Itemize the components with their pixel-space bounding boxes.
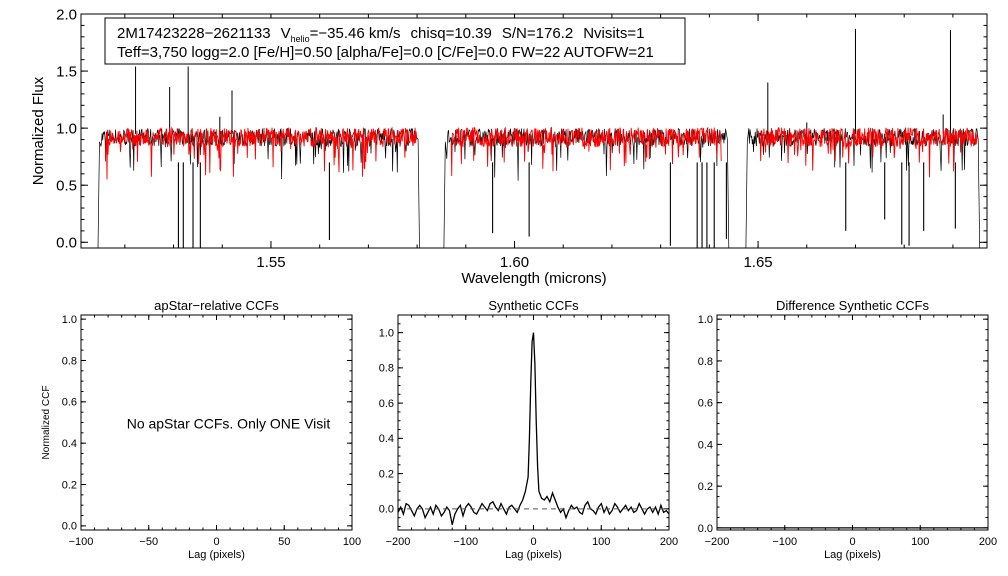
y-tick-label-0: 0.0 — [379, 504, 394, 516]
series-ccf-line — [398, 332, 669, 525]
panel-diff-ccf: −200 −100 0 100 200 0.0 0.2 0.4 0.6 0.8 1.0 Differe… — [698, 298, 997, 561]
observed-segment-2 — [745, 127, 981, 248]
x-tick-label-3: 50 — [278, 536, 290, 548]
x-tick-label-1: −100 — [772, 536, 797, 548]
y-tick-label-2: 0.4 — [379, 433, 394, 445]
y-tick-label-4: 0.8 — [698, 356, 713, 368]
x-axis-label: Wavelength (microns) — [461, 270, 606, 287]
x-axis-label: Lag (pixels) — [824, 549, 881, 561]
y-tick-label-1: 0.5 — [56, 177, 77, 194]
x-tick-label-0: −200 — [705, 536, 730, 548]
x-tick-label-2: 1.65 — [743, 254, 772, 271]
model-segment-2 — [757, 127, 978, 178]
y-tick-label-5: 1.0 — [379, 327, 394, 339]
x-tick-label-3: 100 — [592, 536, 610, 548]
x-tick-label-1: 1.60 — [500, 254, 529, 271]
y-tick-label-2: 1.0 — [56, 120, 77, 137]
chisq-text: chisq=10.39 — [411, 25, 492, 42]
x-tick-label-4: 200 — [979, 536, 997, 548]
x-tick-label-0: 1.55 — [256, 254, 285, 271]
observed-segment-0 — [97, 127, 420, 248]
y-tick-label-1: 0.2 — [62, 479, 77, 491]
y-tick-label-2: 0.4 — [62, 438, 77, 450]
x-tick-label-4: 100 — [343, 536, 361, 548]
nvisits-text: Nvisits=1 — [583, 25, 644, 42]
plot-frame-spectrum — [80, 13, 988, 249]
y-axis-label: Normalized Flux — [30, 76, 47, 185]
y-tick-label-1: 0.2 — [379, 468, 394, 480]
vhelio-value: =−35.46 km/s — [310, 25, 401, 42]
vhelio-label: V — [281, 25, 291, 42]
vhelio-subscript: helio — [291, 34, 310, 44]
y-tick-label-0: 0.0 — [698, 523, 713, 535]
data-layer-synthetic-ccf — [398, 332, 669, 525]
header-box: 2M17423228−2621133 Vhelio=−35.46 km/s chis… — [104, 17, 686, 65]
chart-title: apStar−relative CCFs — [154, 298, 279, 313]
header-params: Teff=3,750 logg=2.0 [Fe/H]=0.50 [alpha/F… — [117, 44, 654, 61]
header-line-1: 2M17423228−2621133 Vhelio=−35.46 km/s chis… — [117, 25, 644, 44]
x-tick-label-1: −50 — [139, 536, 158, 548]
y-tick-label-4: 0.8 — [379, 363, 394, 375]
y-tick-label-2: 0.4 — [698, 439, 713, 451]
x-tick-label-3: 100 — [911, 536, 929, 548]
y-tick-label-0: 0.0 — [62, 521, 77, 533]
chart-title: Difference Synthetic CCFs — [776, 298, 929, 313]
y-tick-label-3: 0.6 — [62, 397, 77, 409]
panel-synthetic-ccf: −200 −100 0 100 200 0.0 0.2 0.4 0.6 0.8 1.0 Synthet… — [379, 298, 678, 561]
model-segment-1 — [450, 126, 722, 177]
x-tick-label-2: 0 — [530, 536, 536, 548]
y-tick-label-4: 2.0 — [56, 6, 77, 23]
chart-title: Synthetic CCFs — [488, 298, 579, 313]
model-segment-0 — [104, 126, 418, 180]
y-tick-label-5: 1.0 — [698, 314, 713, 326]
header-box-frame — [104, 17, 686, 65]
x-tick-label-2: 0 — [213, 536, 219, 548]
snr-text: S/N=176.2 — [502, 25, 573, 42]
y-tick-label-0: 0.0 — [56, 235, 77, 252]
panel-spectrum: 1.55 1.60 1.65 0.0 0.5 1.0 1.5 2.0 Wavelength (m… — [30, 6, 988, 287]
panel-apstar-ccf: −100 −50 0 50 100 0.0 0.2 0.4 0.6 0.8 1.0 apStar−re… — [41, 298, 361, 561]
y-tick-label-3: 0.6 — [379, 398, 394, 410]
y-tick-label-1: 0.2 — [698, 481, 713, 493]
y-tick-label-4: 0.8 — [62, 355, 77, 367]
x-tick-label-0: −100 — [69, 536, 94, 548]
x-axis-label: Lag (pixels) — [505, 549, 562, 561]
y-axis-label: Normalized CCF — [41, 386, 52, 460]
y-tick-label-3: 1.5 — [56, 63, 77, 80]
data-layer-spectrum — [97, 28, 981, 248]
x-tick-label-0: −200 — [386, 536, 411, 548]
x-tick-label-4: 200 — [660, 536, 678, 548]
y-tick-label-3: 0.6 — [698, 398, 713, 410]
x-tick-label-2: 0 — [849, 536, 855, 548]
y-tick-label-5: 1.0 — [62, 314, 77, 326]
star-id: 2M17423228−2621133 — [117, 25, 271, 42]
plot-frame-diff-ccf — [716, 314, 989, 531]
x-axis-label: Lag (pixels) — [188, 549, 245, 561]
no-ccf-annotation: No apStar CCFs. Only ONE Visit — [127, 416, 331, 432]
x-tick-label-1: −100 — [453, 536, 478, 548]
